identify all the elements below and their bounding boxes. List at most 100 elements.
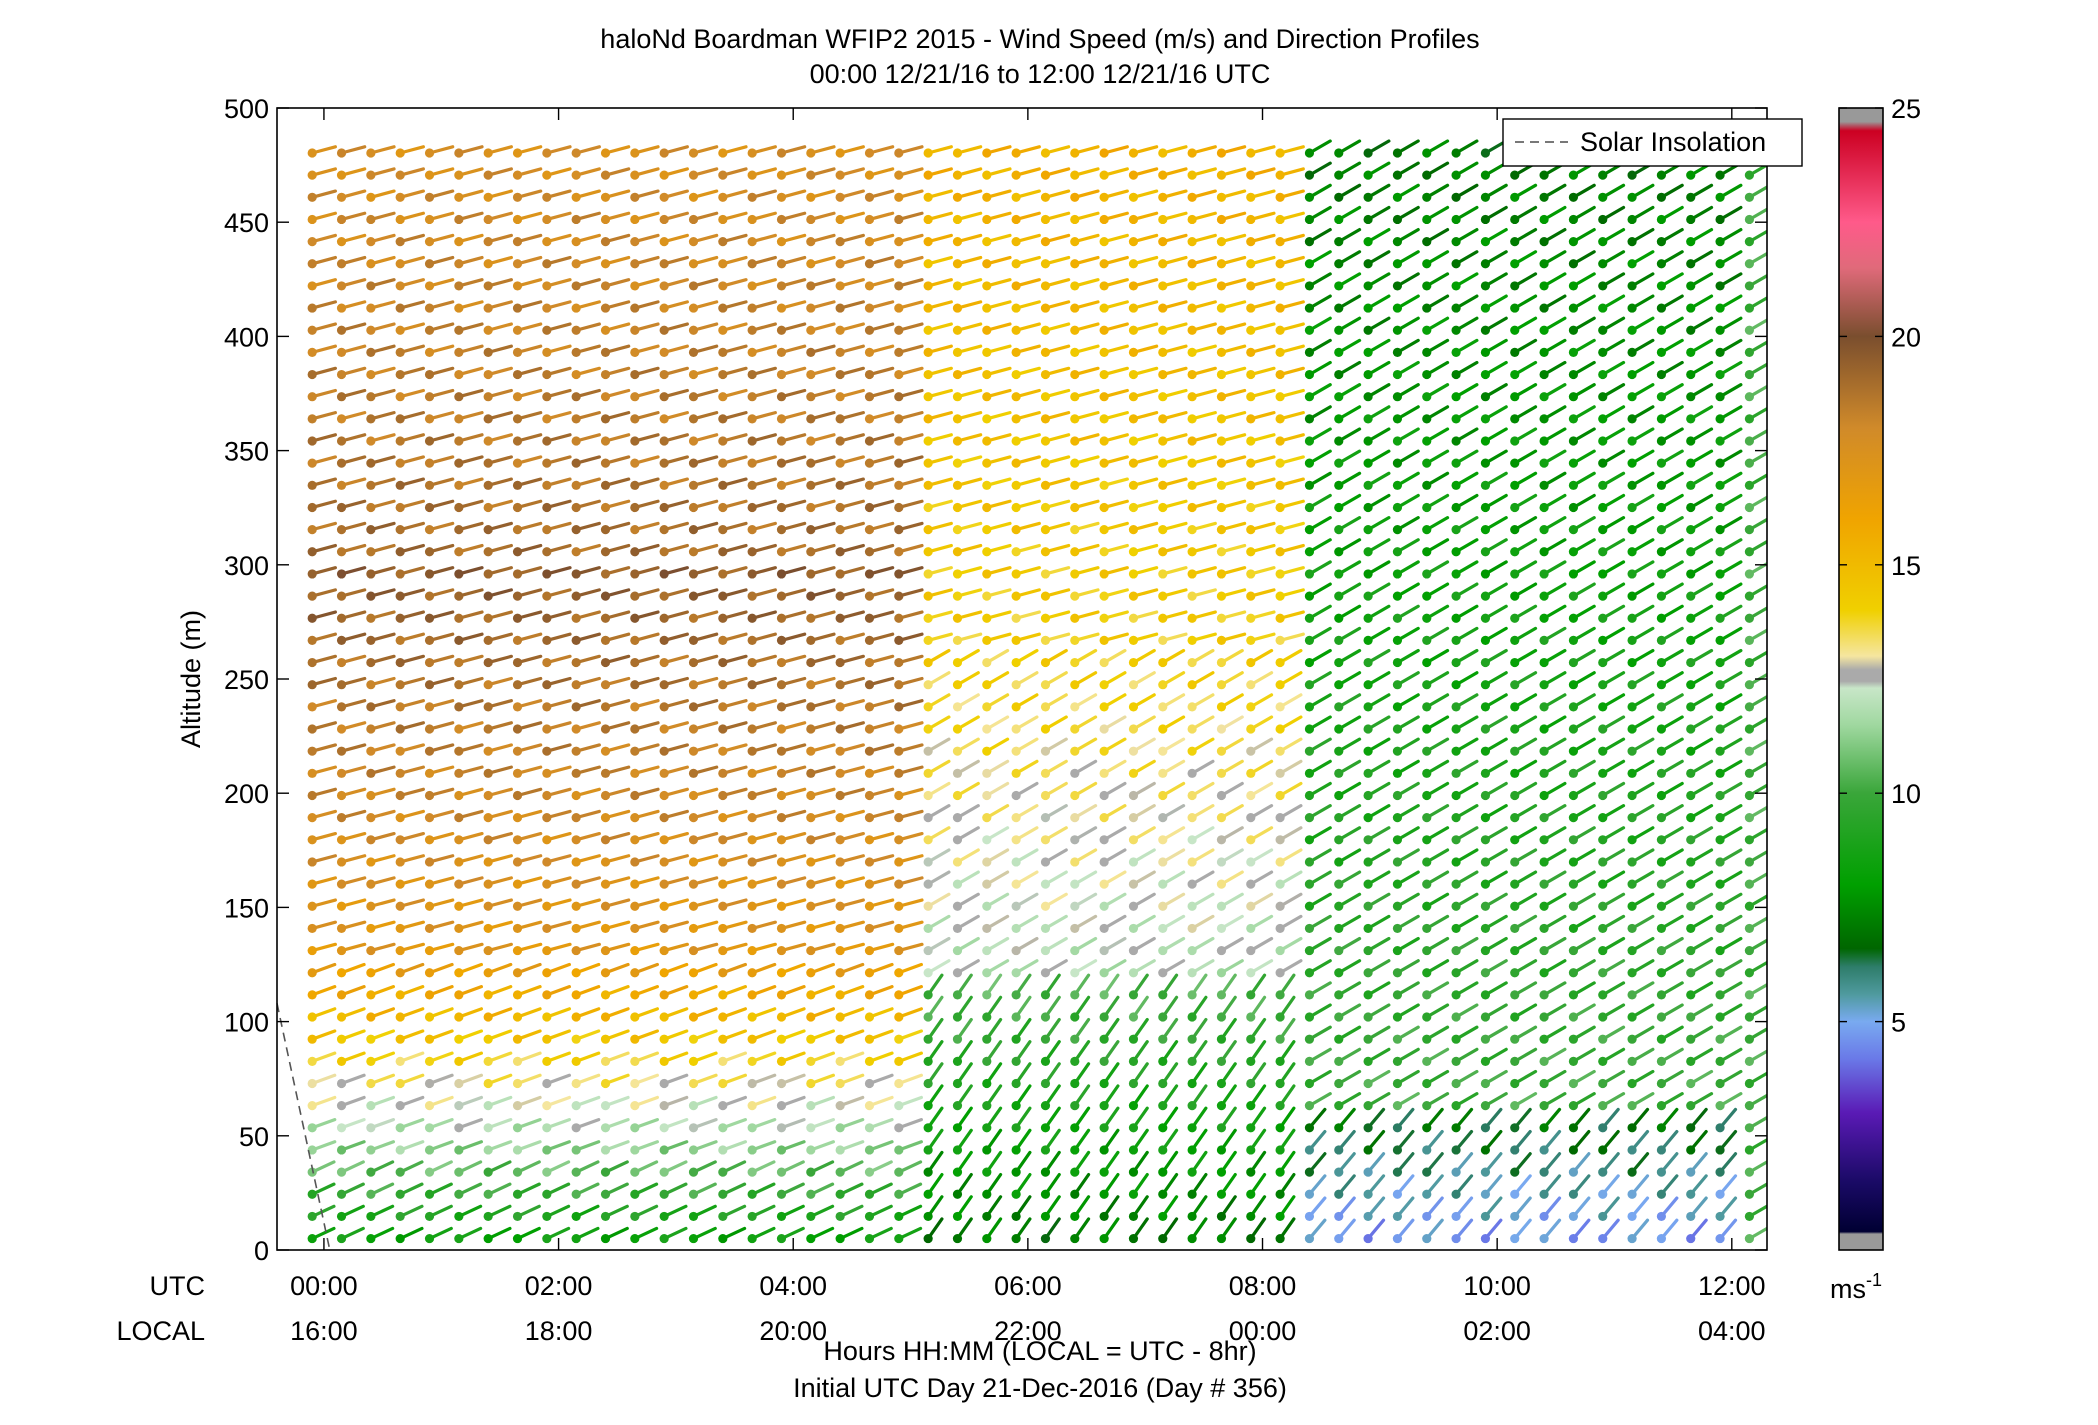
wind-barb-dot (923, 835, 933, 845)
wind-barb-dot (982, 591, 992, 601)
wind-barb-dot (1158, 259, 1168, 269)
wind-barb-dot (1011, 237, 1021, 247)
wind-barb-dot (1627, 945, 1637, 956)
wind-barb-dot (483, 1145, 493, 1155)
wind-barb-dot (512, 392, 523, 402)
wind-barb-dot (1158, 392, 1168, 402)
wind-barb-dot (1304, 303, 1315, 313)
wind-barb-dot (1656, 724, 1667, 734)
wind-barb-dot (1070, 790, 1080, 801)
wind-barb-dot (864, 1189, 875, 1199)
wind-barb-dot (1099, 502, 1109, 513)
wind-barb-dot (1040, 746, 1051, 756)
wind-barb-dot (718, 635, 728, 646)
wind-barb-dot (952, 768, 963, 778)
wind-barb-dot (1480, 1034, 1491, 1044)
wind-barb-dot (1627, 436, 1637, 446)
wind-barb-dot (512, 923, 523, 934)
wind-barb-dot (1422, 237, 1432, 247)
wind-barb-dot (923, 724, 933, 734)
wind-barb-dot (1568, 613, 1579, 623)
wind-barb-dot (424, 414, 435, 424)
wind-barb-dot (542, 591, 552, 601)
wind-barb-dot (1627, 1167, 1637, 1177)
wind-barb-dot (1480, 1211, 1491, 1222)
wind-barb-dot (1686, 990, 1696, 1000)
wind-barb-dot (864, 724, 875, 734)
wind-barb-dot (1216, 1211, 1227, 1222)
wind-barb-dot (982, 148, 992, 158)
wind-barb-dot (806, 1211, 816, 1222)
wind-barb-dot (1568, 237, 1579, 247)
wind-barb-dot (1216, 369, 1227, 380)
wind-barb-dot (1392, 148, 1403, 158)
wind-barb-dot (1363, 724, 1373, 734)
wind-barb-dot (571, 680, 581, 690)
wind-barb-dot (630, 835, 640, 845)
wind-barb-dot (1304, 1012, 1315, 1022)
wind-barb-dot (776, 1012, 787, 1022)
wind-barb-dot (894, 170, 904, 180)
wind-barb-dot (307, 325, 317, 335)
wind-barb-dot (1040, 813, 1051, 823)
wind-barb-dot (1275, 746, 1285, 756)
wind-barb-dot (307, 259, 317, 269)
wind-barb-dot (982, 1167, 992, 1177)
wind-barb-dot (1099, 569, 1109, 579)
wind-barb-dot (1392, 436, 1403, 446)
wind-barb-dot (864, 392, 875, 402)
wind-barb-dot (630, 945, 640, 956)
wind-barb-dot (1422, 1211, 1432, 1222)
wind-barb-dot (806, 1145, 816, 1155)
wind-barb-dot (1099, 680, 1109, 690)
wind-barb-dot (307, 657, 317, 668)
wind-barb-dot (1011, 746, 1021, 756)
wind-barb-dot (1451, 547, 1461, 557)
wind-barb-dot (894, 702, 904, 712)
wind-barb-dot (776, 281, 787, 291)
wind-barb-dot (747, 369, 757, 380)
wind-barb-dot (1128, 458, 1139, 468)
wind-barb-dot (1686, 613, 1696, 623)
wind-barb-dot (366, 1145, 376, 1155)
wind-barb-dot (424, 170, 435, 180)
wind-barb-dot (1011, 923, 1021, 934)
wind-barb-dot (718, 436, 728, 446)
wind-barb-dot (483, 901, 493, 911)
wind-barb-dot (1422, 148, 1432, 158)
wind-barb-dot (336, 369, 347, 380)
wind-barb-dot (630, 1145, 640, 1155)
wind-barb-dot (1480, 657, 1491, 668)
wind-barb-dot (1598, 502, 1608, 513)
wind-barb-dot (776, 392, 787, 402)
wind-barb-dot (952, 369, 963, 380)
wind-barb-dot (1187, 901, 1197, 911)
wind-barb-dot (1451, 1145, 1461, 1155)
wind-barb-dot (1099, 768, 1109, 778)
wind-barb-dot (366, 1189, 376, 1199)
wind-barb-dot (1363, 1056, 1373, 1066)
wind-barb-dot (336, 281, 347, 291)
wind-barb-dot (1128, 680, 1139, 690)
wind-barb-dot (1246, 1167, 1256, 1177)
wind-barb-dot (424, 1211, 435, 1222)
wind-barb-dot (1187, 547, 1197, 557)
wind-barb-dot (1627, 347, 1637, 357)
wind-barb-dot (806, 790, 816, 801)
wind-barb-dot (1568, 1189, 1579, 1199)
wind-barb-dot (894, 657, 904, 668)
wind-barb-dot (688, 303, 699, 313)
wind-barb-dot (1011, 392, 1021, 402)
wind-barb-dot (1392, 192, 1403, 202)
wind-barb-dot (1070, 1233, 1080, 1244)
wind-barb-dot (1568, 724, 1579, 734)
wind-barb-dot (1216, 547, 1227, 557)
wind-barb-dot (1539, 901, 1549, 911)
wind-barb-dot (688, 569, 699, 579)
wind-barb-dot (424, 325, 435, 335)
wind-barb-dot (747, 214, 757, 225)
wind-barb-dot (1686, 968, 1696, 978)
wind-barb-dot (454, 657, 464, 668)
wind-barb-dot (1715, 945, 1725, 956)
wind-barb-dot (1099, 657, 1109, 668)
